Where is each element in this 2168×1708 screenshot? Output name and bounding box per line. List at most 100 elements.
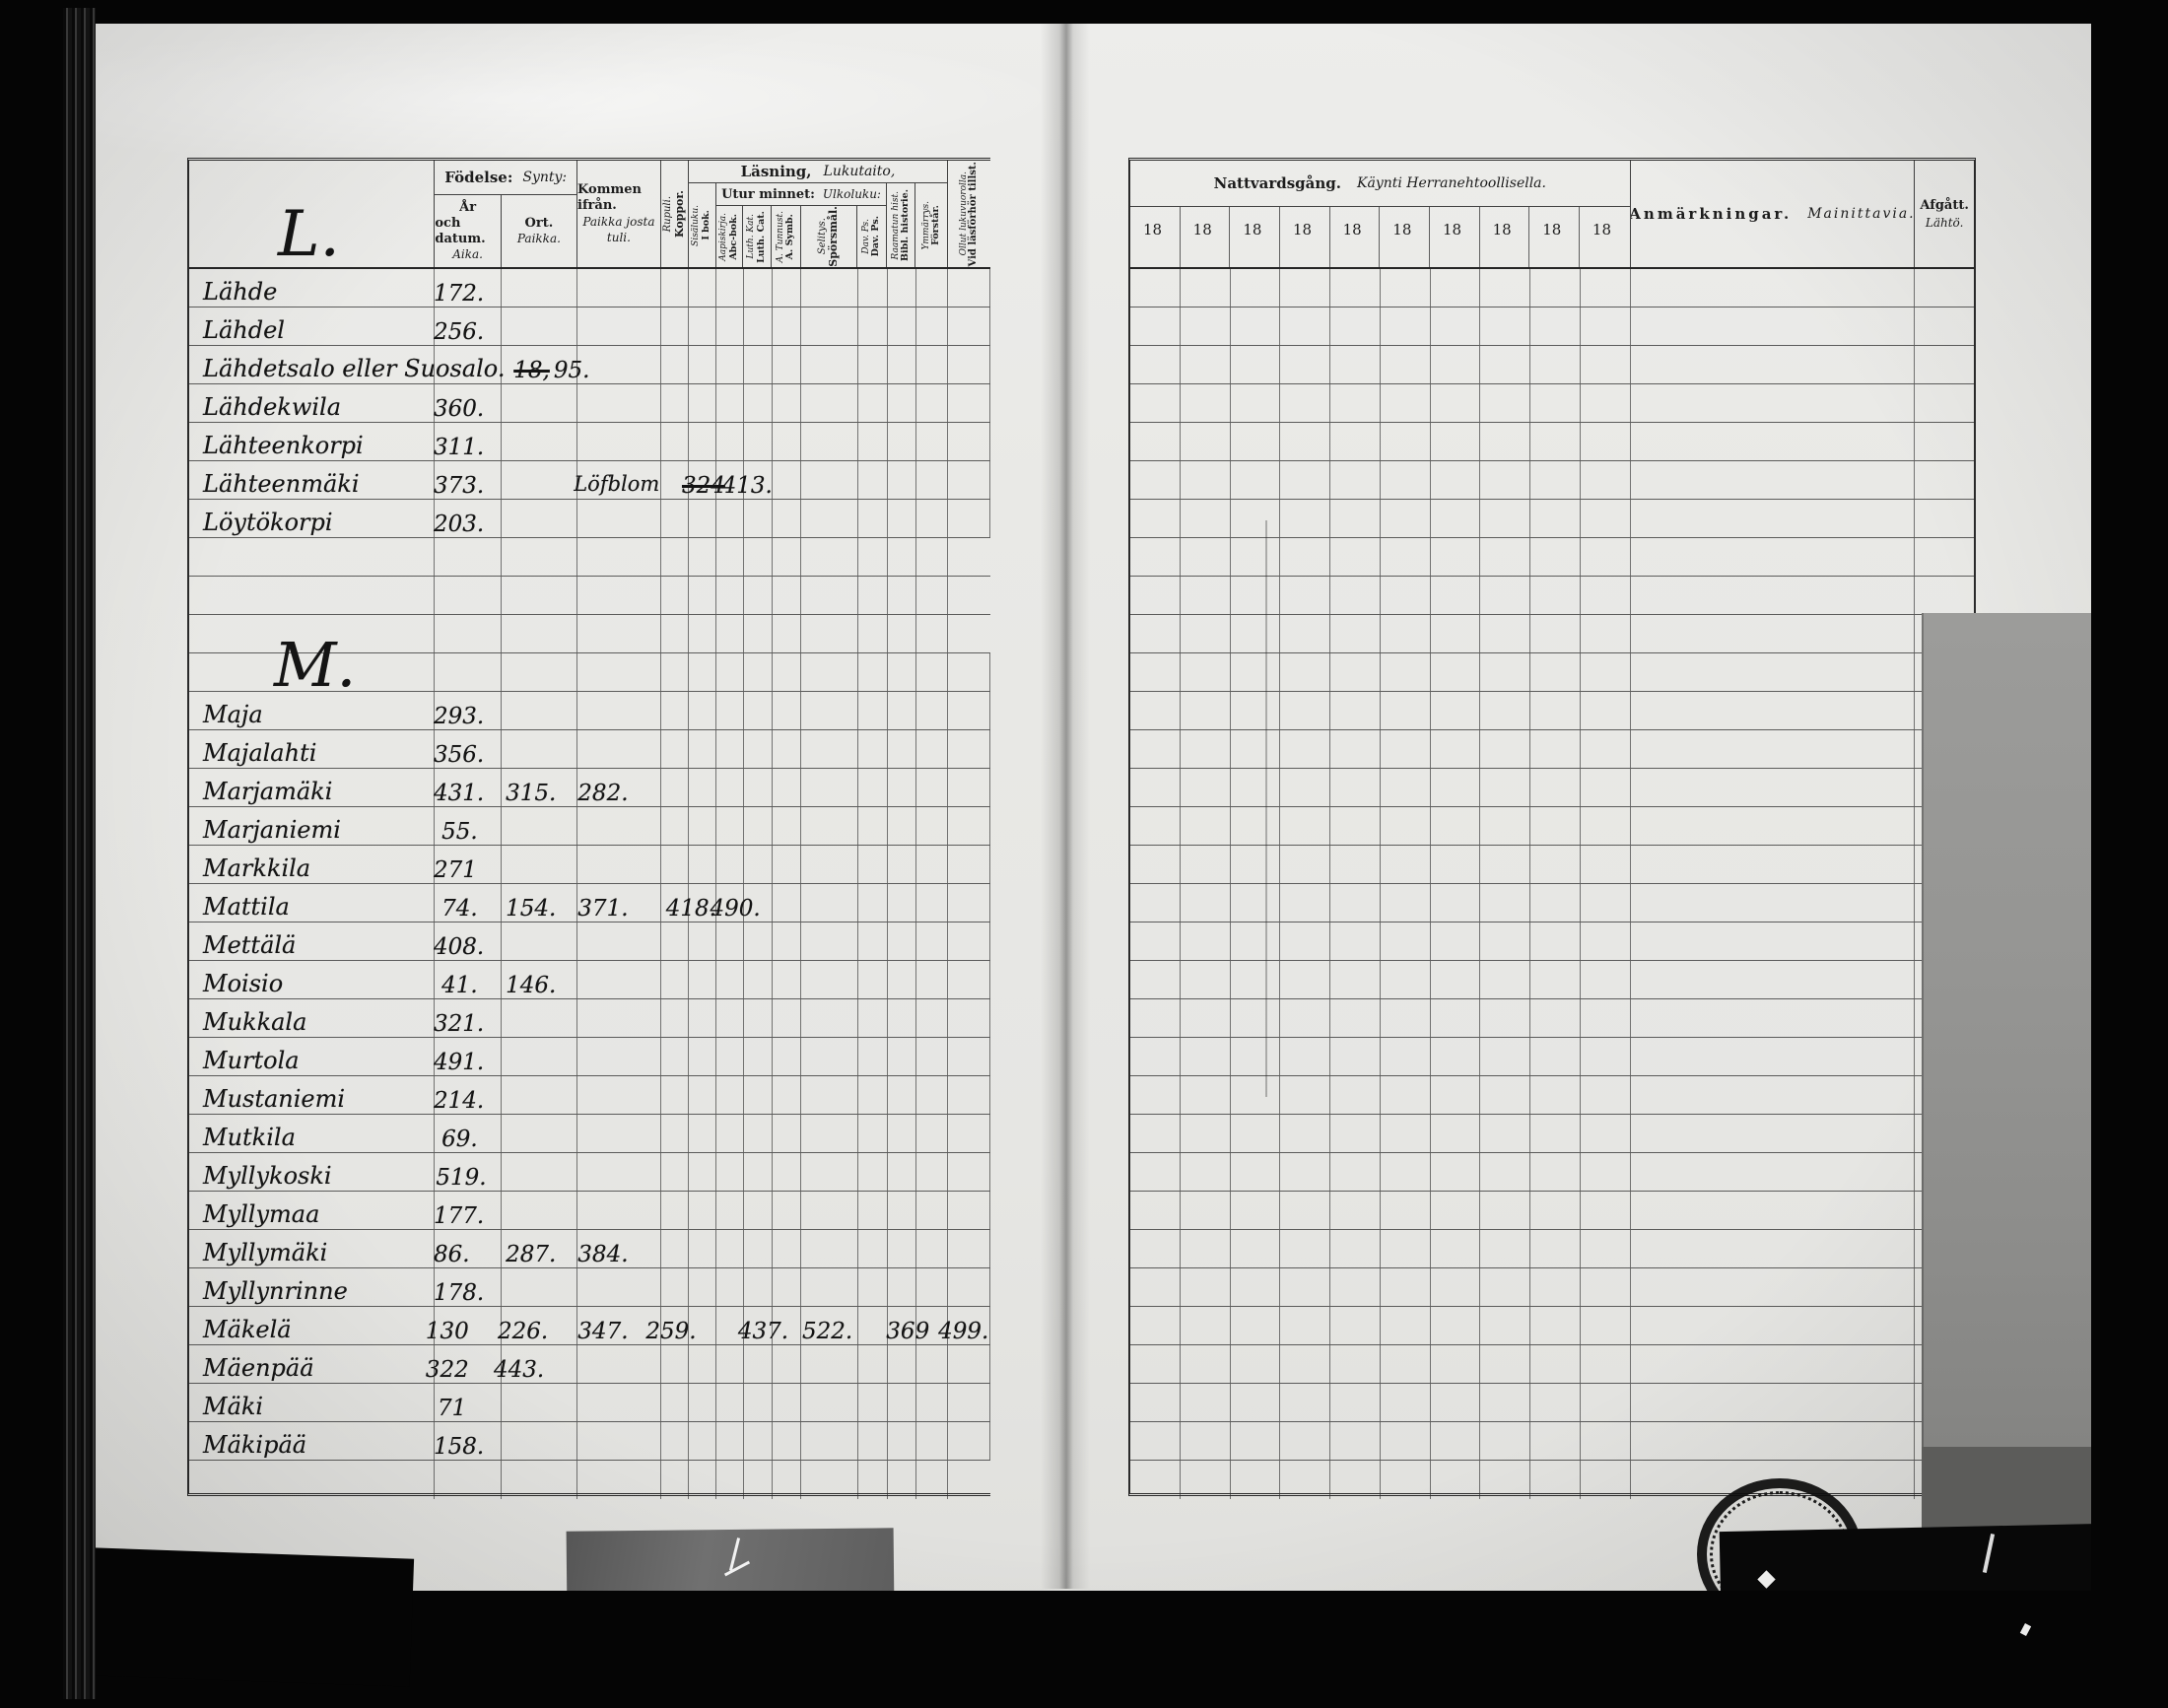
communion-year-header-row: 18 18 18 18 18 18 18 18 18 18 xyxy=(1130,206,1630,267)
entry-name: Lähdetsalo eller Suosalo. xyxy=(203,355,506,382)
smallpox-cell xyxy=(661,999,689,1037)
in-book-cell xyxy=(689,1153,716,1191)
bible-history-cell xyxy=(888,922,917,960)
reading-label-fi: Lukutaito, xyxy=(823,164,896,179)
communion-cell xyxy=(1280,1076,1331,1114)
exam-attendance-cell xyxy=(948,577,990,614)
register-row xyxy=(1130,846,1974,884)
register-row xyxy=(1130,653,1974,692)
communion-cell xyxy=(1431,1192,1481,1229)
birth-place-cell xyxy=(502,1268,578,1306)
entry-name: Mukkala xyxy=(203,1008,307,1036)
entry-name: Myllynrinne xyxy=(203,1277,348,1305)
understands-column-header: Ymmärrys. Förstår. xyxy=(915,183,947,267)
communion-cell xyxy=(1330,961,1381,998)
remarks-cell xyxy=(1631,461,1916,499)
communion-year-cell: 18 xyxy=(1230,207,1280,267)
understands-cell xyxy=(916,692,949,729)
communion-cell xyxy=(1280,730,1331,768)
memory-label-fi: Ulkoluku: xyxy=(822,187,881,201)
came-from-cell xyxy=(577,1422,661,1460)
bible-history-cell xyxy=(888,884,917,922)
came-from-cell xyxy=(577,846,661,883)
exam-attendance-cell xyxy=(948,961,991,998)
register-row xyxy=(1130,500,1974,538)
communion-cell xyxy=(1181,1345,1231,1383)
entry-number: 154. xyxy=(506,896,557,922)
exam-attendance-cell xyxy=(948,615,990,652)
smallpox-cell xyxy=(661,577,689,614)
entry-name: Mattila xyxy=(203,893,290,921)
bible-history-cell xyxy=(888,384,917,422)
psalms-cell xyxy=(858,538,889,576)
bible-history-cell xyxy=(888,807,917,845)
entry-number: 519. xyxy=(436,1165,487,1191)
departed-column-header: Afgått. Lähtö. xyxy=(1915,161,1974,267)
exam-attendance-cell xyxy=(948,999,991,1037)
register-row: Myllykoski 519. xyxy=(189,1153,991,1192)
birth-year-cell xyxy=(435,1307,503,1344)
abc-book-cell xyxy=(716,1038,744,1075)
entry-number: 360. xyxy=(433,396,485,422)
catechism-cell xyxy=(744,1115,773,1152)
communion-cell xyxy=(1530,577,1581,614)
catechism-cell xyxy=(744,346,773,383)
communion-cell xyxy=(1480,999,1531,1037)
birth-year-cell xyxy=(435,1268,503,1306)
entry-number: 490. xyxy=(710,896,761,922)
communion-cell xyxy=(1381,577,1431,614)
communion-cell xyxy=(1330,1345,1381,1383)
exam-attendance-cell xyxy=(948,922,991,960)
communion-cell xyxy=(1480,423,1531,460)
register-row xyxy=(1130,1038,1974,1076)
bible-history-cell xyxy=(888,1230,917,1267)
abc-book-cell xyxy=(716,384,744,422)
register-row: M. xyxy=(189,629,991,701)
communion-cell xyxy=(1480,807,1531,845)
communion-cell xyxy=(1381,1307,1431,1344)
birth-place-cell xyxy=(502,269,578,307)
smallpox-cell xyxy=(661,307,689,345)
communion-cell xyxy=(1480,769,1531,806)
entry-number: 347. xyxy=(577,1319,629,1344)
communion-cell xyxy=(1330,922,1381,960)
came-from-cell xyxy=(577,692,661,729)
book-spine-edge xyxy=(63,8,96,1699)
exam-attendance-cell xyxy=(948,384,991,422)
catechism-cell xyxy=(744,1192,773,1229)
birth-place-cell xyxy=(502,999,578,1037)
in-book-cell xyxy=(689,922,716,960)
communion-cell xyxy=(1480,1384,1531,1421)
remarks-label-fi: Mainittavia. xyxy=(1807,206,1916,222)
catechism-cell xyxy=(744,269,773,307)
communion-cell xyxy=(1431,269,1481,307)
remarks-cell xyxy=(1631,1422,1916,1460)
questions-cell xyxy=(801,615,859,652)
communion-cell xyxy=(1530,1230,1581,1267)
abc-book-cell xyxy=(716,769,744,806)
came-from-cell xyxy=(577,423,661,460)
name-cell xyxy=(189,307,436,345)
exam-attendance-cell xyxy=(948,461,991,499)
register-row xyxy=(1130,384,1974,423)
name-cell xyxy=(189,1384,436,1421)
catechism-cell xyxy=(744,730,773,768)
remarks-cell xyxy=(1631,922,1916,960)
communion-cell xyxy=(1181,1153,1231,1191)
questions-cell xyxy=(801,1461,859,1499)
bible-history-cell xyxy=(888,1345,917,1383)
birth-place-cell xyxy=(502,807,578,845)
name-cell xyxy=(189,461,436,499)
communion-cell xyxy=(1231,884,1281,922)
entry-name: Murtola xyxy=(203,1047,300,1074)
communion-cell xyxy=(1431,461,1481,499)
communion-cell xyxy=(1431,307,1481,345)
name-cell xyxy=(189,1422,436,1460)
smallpox-cell xyxy=(661,1076,689,1114)
communion-cell xyxy=(1181,346,1231,383)
communion-cell xyxy=(1181,1076,1231,1114)
register-row: Lähteenmäki 373. Löfblom 324 413. xyxy=(189,461,991,500)
exam-attendance-cell xyxy=(948,1192,991,1229)
entry-number: 256. xyxy=(433,319,485,345)
communion-cell xyxy=(1330,692,1381,729)
